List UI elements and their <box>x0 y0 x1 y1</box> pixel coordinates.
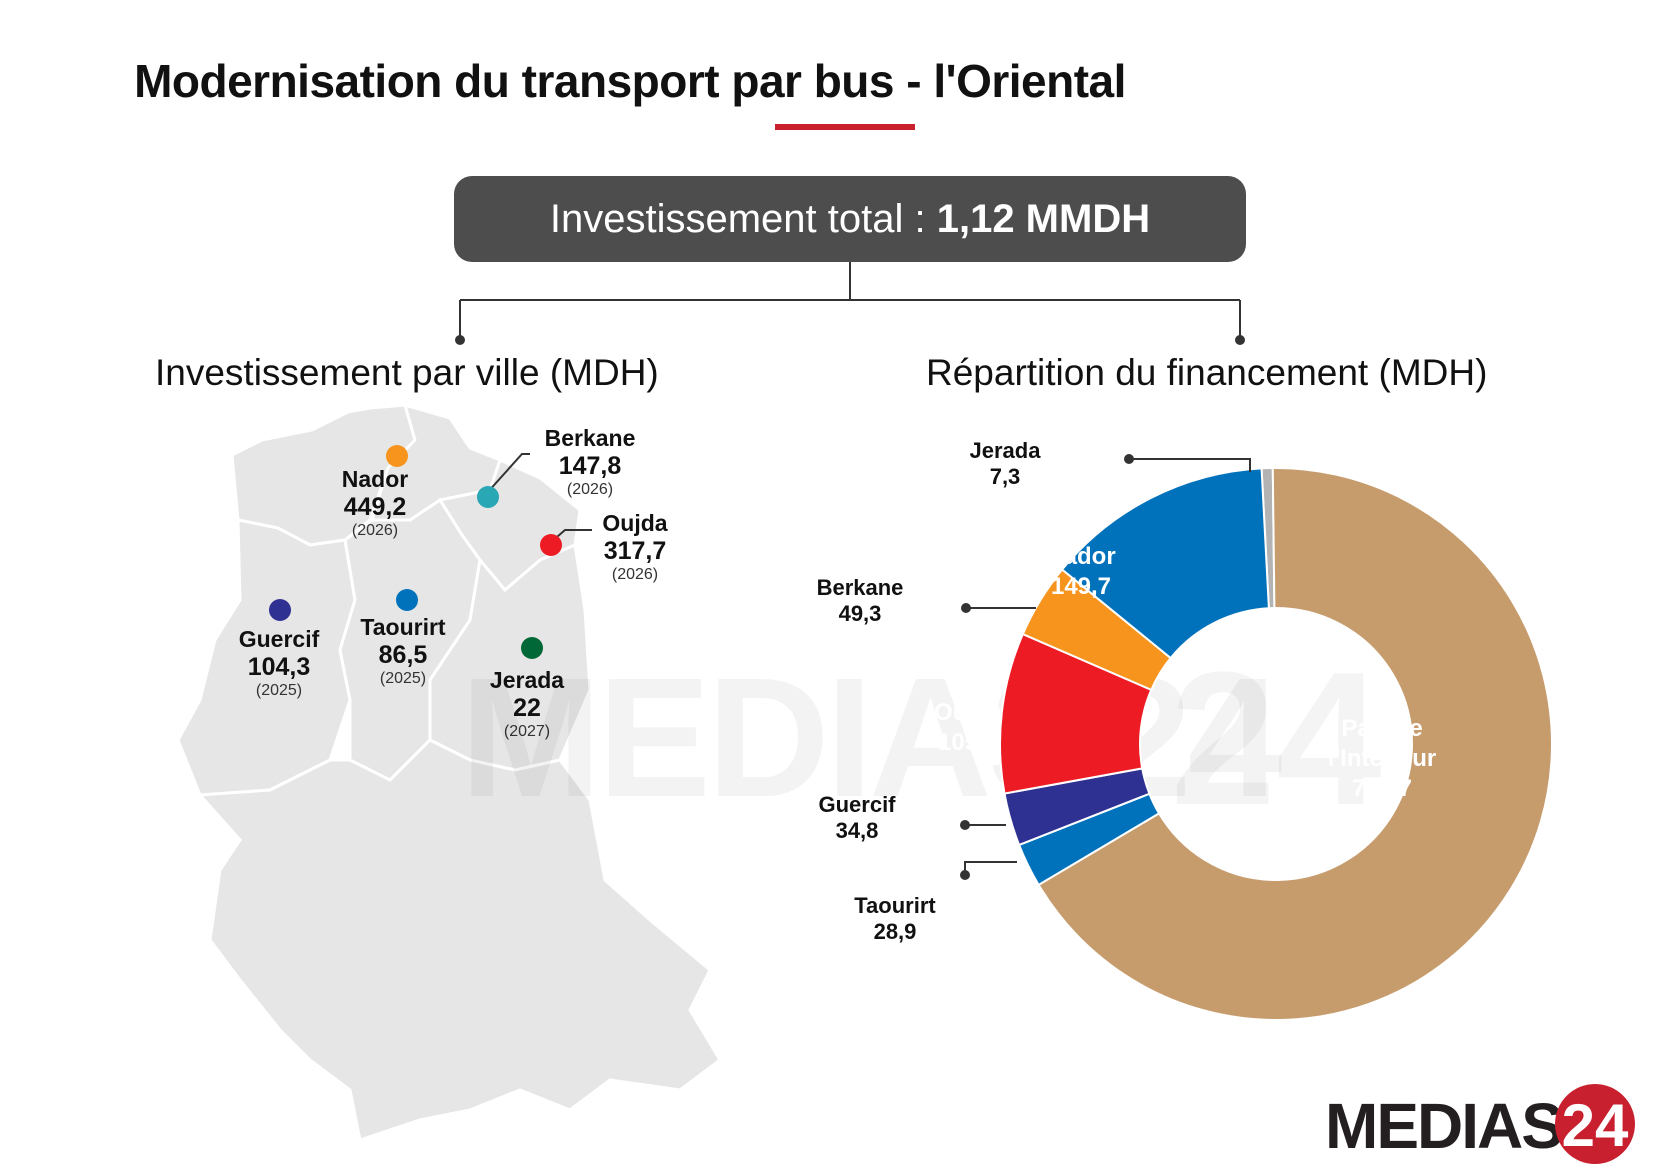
donut-label-part-de-l-int-rieur: Part de l'Intérieur 751,7 <box>1282 714 1482 804</box>
donut-label-value: 105,9 <box>937 729 999 756</box>
donut-section-title: Répartition du financement (MDH) <box>926 352 1487 394</box>
city-year: (2026) <box>611 566 659 583</box>
city-label-jerada: Jerada 22 (2027) <box>447 667 607 742</box>
donut-label-value: 751,7 <box>1351 775 1413 802</box>
donut-leader-dot <box>961 603 971 613</box>
city-year: (2025) <box>379 670 427 687</box>
medias24-logo: MEDIAS 24 <box>1325 1084 1635 1164</box>
city-year: (2027) <box>503 723 551 740</box>
donut-label-value: 49,3 <box>838 601 882 626</box>
city-name: Guercif <box>238 626 320 652</box>
city-name: Jerada <box>489 667 565 693</box>
city-value: 104,3 <box>247 653 311 681</box>
donut-label-name: l'Intérieur <box>1327 745 1437 772</box>
donut-label-value: 149,7 <box>1050 573 1112 600</box>
city-label-oujda: Oujda 317,7 (2026) <box>555 510 715 585</box>
donut-leader-line <box>964 861 1017 875</box>
city-year: (2025) <box>255 682 303 699</box>
donut-hole-watermark: 24 <box>1170 633 1381 845</box>
page-title: Modernisation du transport par bus - l'O… <box>134 55 1126 107</box>
title-underline <box>775 124 915 130</box>
city-value: 22 <box>513 694 541 722</box>
total-investment-box: Investissement total : 1,12 MMDH <box>454 176 1246 262</box>
city-name: Oujda <box>602 510 668 536</box>
donut-leader-dot <box>1124 454 1134 464</box>
city-value: 86,5 <box>378 641 428 669</box>
logo-number: 24 <box>1562 1092 1629 1159</box>
city-label-berkane: Berkane 147,8 (2026) <box>510 425 670 500</box>
city-marker-taourirt <box>396 589 418 611</box>
berkane-leader-line <box>485 453 530 495</box>
donut-label-value: 34,8 <box>835 818 879 843</box>
city-marker-berkane <box>477 486 499 508</box>
donut-leader-dot <box>960 870 970 880</box>
city-marker-guercif <box>269 599 291 621</box>
donut-label-berkane: Berkane 49,3 <box>790 575 930 627</box>
city-label-nador: Nador 449,2 (2026) <box>295 466 455 541</box>
donut-title-text: Répartition du financement <box>926 352 1369 393</box>
donut-slice-part-de-l-int-rieur <box>1037 467 1553 1021</box>
city-marker-oujda <box>540 534 562 556</box>
donut-label-name: Jerada <box>969 438 1041 463</box>
region-south <box>196 738 722 1142</box>
connector-dot-left <box>455 335 465 345</box>
donut-leader-dot <box>960 820 970 830</box>
donut-label-guercif: Guercif 34,8 <box>787 792 927 844</box>
donut-label-name: Guercif <box>818 792 896 817</box>
city-year: (2026) <box>566 481 614 498</box>
donut-label-name: Oujda <box>933 699 1002 726</box>
connector-dot-right <box>1235 335 1245 345</box>
city-year: (2026) <box>351 522 399 539</box>
city-marker-jerada <box>521 637 543 659</box>
donut-label-oujda: Oujda 105,9 <box>868 698 1068 758</box>
donut-label-jerada: Jerada 7,3 <box>935 438 1075 490</box>
city-value: 317,7 <box>603 537 667 565</box>
donut-label-name: Taourirt <box>854 893 936 918</box>
city-name: Nador <box>341 466 409 492</box>
city-name: Taourirt <box>360 614 446 640</box>
total-label: Investissement total : <box>549 196 937 241</box>
total-value: 1,12 MMDH <box>936 196 1151 241</box>
city-value: 449,2 <box>343 493 407 521</box>
donut-label-nador: Nador 149,7 <box>981 542 1181 602</box>
city-name: Berkane <box>544 425 636 451</box>
donut-slice-nador <box>1060 467 1270 660</box>
donut-title-unit: (MDH) <box>1368 352 1488 393</box>
donut-leader-line <box>1129 458 1251 472</box>
city-value: 147,8 <box>558 452 622 480</box>
city-marker-nador <box>386 445 408 467</box>
map-section-title: Investissement par ville (MDH) <box>155 352 659 394</box>
city-label-taourirt: Taourirt 86,5 (2025) <box>323 614 483 689</box>
map-title-unit: (MDH) <box>539 352 659 393</box>
donut-label-value: 7,3 <box>989 464 1021 489</box>
donut-label-taourirt: Taourirt 28,9 <box>825 893 965 945</box>
donut-label-name: Berkane <box>816 575 904 600</box>
logo-text: MEDIAS <box>1325 1090 1562 1162</box>
donut-label-name: Part de <box>1341 715 1423 742</box>
donut-label-value: 28,9 <box>873 919 917 944</box>
city-label-guercif: Guercif 104,3 (2025) <box>199 626 359 701</box>
map-title-text: Investissement par ville <box>155 352 540 393</box>
donut-label-name: Nador <box>1046 543 1116 570</box>
